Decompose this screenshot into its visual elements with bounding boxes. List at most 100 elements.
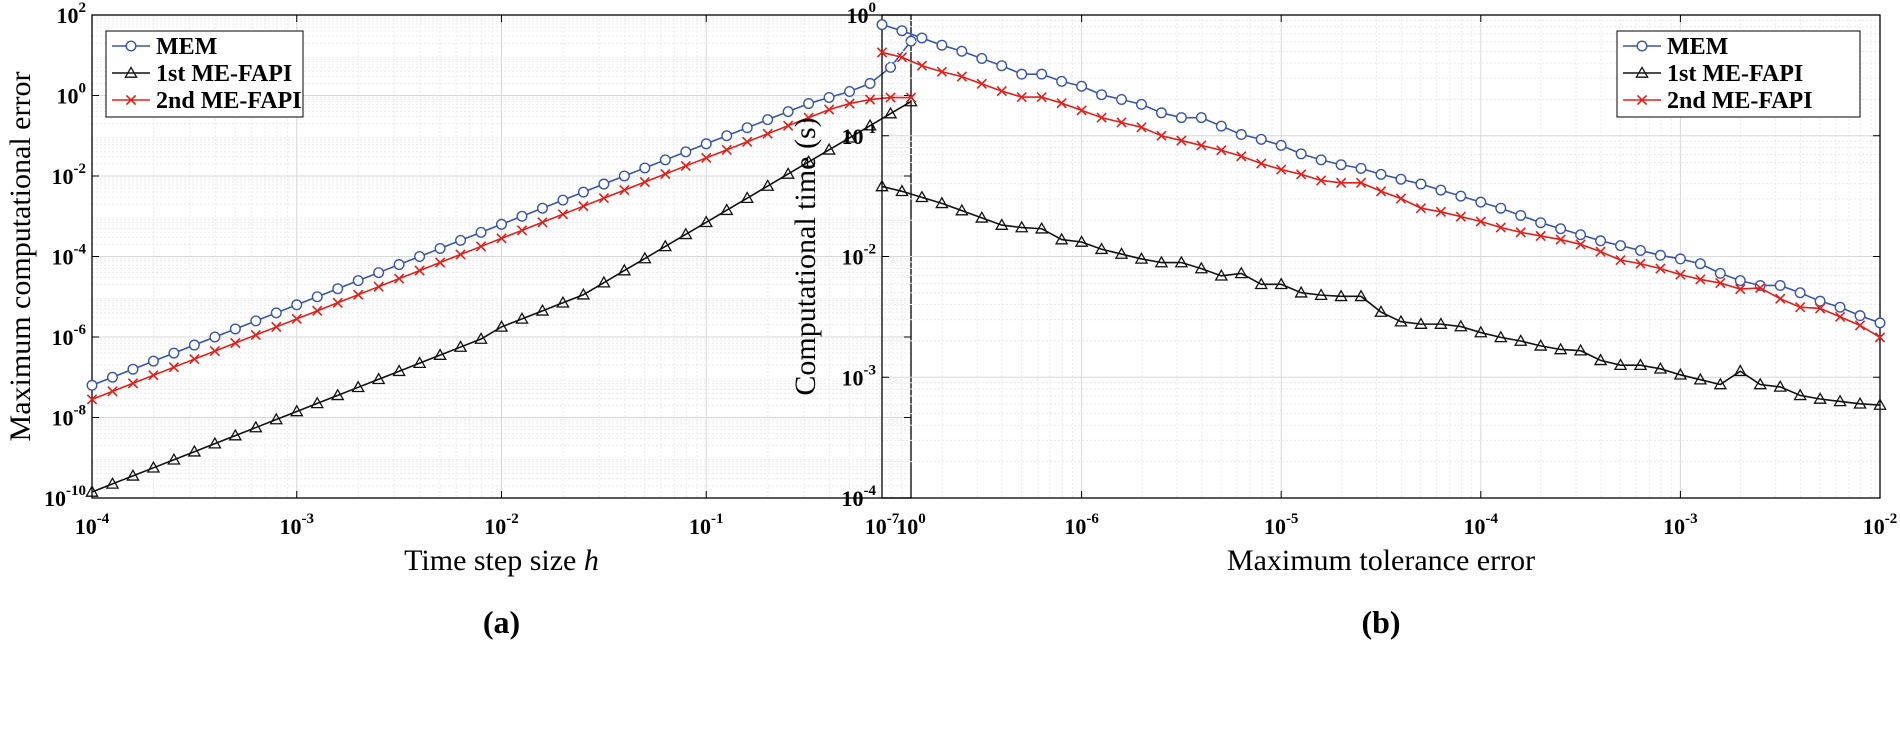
panel-label: (a) xyxy=(483,604,520,640)
legend-entry: 2nd ME-FAPI xyxy=(1623,88,1813,114)
legend-label: 2nd ME-FAPI xyxy=(1667,88,1813,114)
marker-circle xyxy=(475,226,487,238)
marker-circle xyxy=(147,355,159,367)
marker-x xyxy=(312,305,323,317)
marker-circle xyxy=(373,267,385,279)
marker-x xyxy=(332,297,343,308)
marker-circle xyxy=(1315,154,1327,166)
marker-circle xyxy=(1575,229,1587,241)
y-tick-exponent: -2 xyxy=(864,242,877,258)
y-tick-label: 10-3 xyxy=(842,362,877,390)
marker-triangle xyxy=(433,348,447,360)
series-mem xyxy=(876,19,1886,329)
marker-triangle xyxy=(330,388,345,401)
marker-x xyxy=(1355,177,1367,189)
marker-circle xyxy=(414,250,426,262)
marker-x xyxy=(516,225,528,236)
marker-x xyxy=(1315,175,1327,186)
marker-x xyxy=(373,281,384,292)
marker-x xyxy=(1535,230,1546,242)
marker-circle xyxy=(885,61,897,73)
x-tick-base: 10 xyxy=(484,514,506,539)
x-tick-exponent: -2 xyxy=(506,511,519,527)
legend-entry: 1st ME-FAPI xyxy=(112,61,292,87)
y-tick-base: 10 xyxy=(842,365,864,390)
y-tick-exponent: -10 xyxy=(66,483,86,499)
marker-triangle xyxy=(658,239,673,252)
marker-circle xyxy=(1834,301,1846,313)
marker-circle xyxy=(896,25,908,37)
marker-triangle xyxy=(863,118,877,131)
y-tick-base: 10 xyxy=(52,325,74,350)
marker-triangle xyxy=(1633,358,1648,371)
marker-x xyxy=(1874,332,1886,343)
marker-circle xyxy=(1415,178,1427,190)
marker-triangle xyxy=(597,275,611,288)
marker-x xyxy=(905,92,917,103)
marker-circle xyxy=(106,371,118,383)
marker-triangle xyxy=(105,477,120,489)
y-axis-label: Computational time (s) xyxy=(789,117,822,395)
marker-x xyxy=(1675,269,1686,280)
series-line xyxy=(881,185,1881,406)
marker-x xyxy=(1236,151,1247,162)
marker-circle xyxy=(741,122,753,134)
marker-circle xyxy=(516,210,528,222)
marker-circle xyxy=(1634,244,1646,256)
marker-triangle xyxy=(1635,66,1649,78)
x-tick-base: 10 xyxy=(1663,514,1685,539)
marker-triangle xyxy=(208,436,222,449)
marker-x xyxy=(578,201,589,212)
marker-x xyxy=(660,168,671,180)
x-tick-base: 10 xyxy=(689,514,711,539)
x-tick-exponent: -6 xyxy=(1086,511,1099,527)
marker-x xyxy=(1455,211,1467,222)
marker-triangle xyxy=(1513,334,1528,346)
marker-circle xyxy=(1874,317,1886,329)
marker-triangle xyxy=(801,155,816,167)
marker-triangle xyxy=(679,227,693,240)
marker-triangle xyxy=(720,203,734,216)
x-tick-base: 10 xyxy=(75,514,97,539)
marker-circle xyxy=(86,379,98,391)
series-1st-me-fapi xyxy=(875,179,1887,410)
marker-x xyxy=(1375,186,1387,197)
marker-triangle xyxy=(474,332,488,344)
y-tick-exponent: -6 xyxy=(74,322,87,338)
marker-x xyxy=(885,92,896,103)
marker-x xyxy=(1854,320,1866,331)
marker-triangle xyxy=(1314,288,1328,300)
marker-x xyxy=(844,98,855,109)
series-2nd-me-fapi xyxy=(876,47,1886,343)
y-tick-label: 10-6 xyxy=(52,322,87,350)
marker-circle xyxy=(1714,267,1726,279)
marker-circle xyxy=(956,45,968,57)
marker-circle xyxy=(996,60,1008,72)
marker-circle xyxy=(823,92,835,104)
x-axis-label-variable: h xyxy=(576,544,599,577)
marker-x xyxy=(1575,239,1586,250)
marker-triangle xyxy=(1134,252,1149,264)
marker-circle xyxy=(1056,75,1068,87)
x-tick-exponent: -7 xyxy=(887,511,900,527)
series-1st-me-fapi xyxy=(85,94,918,497)
marker-x xyxy=(956,71,968,82)
marker-triangle xyxy=(576,287,591,300)
legend-label: MEM xyxy=(1667,34,1728,60)
y-tick-base: 10 xyxy=(842,245,864,270)
marker-x xyxy=(864,94,876,105)
x-tick-label: 10-4 xyxy=(1464,511,1499,539)
y-tick-exponent: 0 xyxy=(79,81,87,97)
marker-triangle xyxy=(1214,268,1229,281)
marker-circle xyxy=(1535,217,1547,229)
marker-triangle xyxy=(1074,235,1089,247)
legend-label: MEM xyxy=(156,34,217,60)
marker-triangle xyxy=(1434,317,1448,329)
marker-x xyxy=(876,47,888,58)
marker-x xyxy=(537,217,548,228)
marker-x xyxy=(86,394,98,405)
marker-x xyxy=(189,353,200,365)
marker-x xyxy=(896,52,908,63)
marker-x xyxy=(823,104,835,115)
